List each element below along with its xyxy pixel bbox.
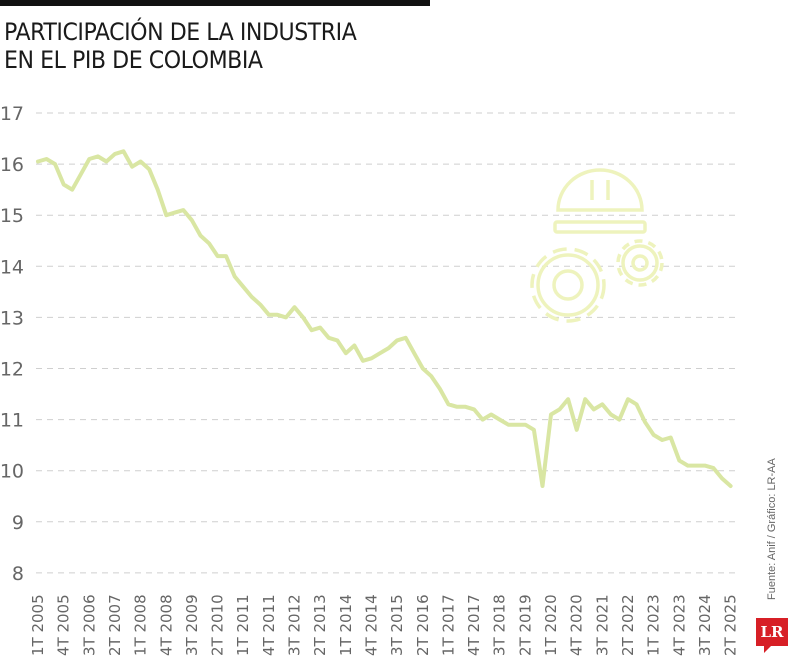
- x-tick-label: 4T 2023: [670, 594, 688, 656]
- y-axis: 17 16 15 14 13 12 11 10 9 8: [0, 103, 24, 585]
- y-tick-label: 9: [12, 512, 24, 534]
- x-tick-label: 1T 2011: [234, 594, 252, 656]
- y-tick-label: 12: [0, 359, 24, 381]
- x-axis: 1T 2005 4T 2005 3T 2006 2T 2007 1T 2008 4T 20…: [29, 594, 740, 656]
- x-tick-label: 4T 2008: [157, 594, 175, 656]
- gridlines: [36, 112, 738, 574]
- x-tick-label: 1T 2008: [132, 594, 150, 656]
- chart-title: PARTICIPACIÓN DE LA INDUSTRIA EN EL PIB …: [4, 18, 357, 74]
- x-tick-label: 1T 2005: [29, 594, 47, 656]
- y-tick-label: 14: [0, 256, 24, 278]
- x-tick-label: 4T 2014: [362, 594, 380, 656]
- y-tick-label: 17: [0, 103, 24, 125]
- chart-title-line2: EN EL PIB DE COLOMBIA: [4, 46, 263, 74]
- x-tick-label: 3T 2015: [388, 594, 406, 656]
- x-tick-label: 3T 2012: [286, 594, 304, 656]
- x-tick-label: 2T 2007: [106, 594, 124, 656]
- x-tick-label: 2T 2025: [722, 594, 740, 656]
- header-rule: [0, 0, 430, 6]
- y-tick-label: 8: [12, 563, 24, 585]
- source-credit: Fuente: Anif / Gráfico: LR-AA: [766, 458, 778, 600]
- x-tick-label: 2T 2013: [311, 594, 329, 656]
- y-tick-label: 16: [0, 154, 24, 176]
- y-tick-label: 15: [0, 205, 24, 227]
- series-line: [36, 149, 733, 488]
- x-tick-label: 4T 2020: [568, 594, 586, 656]
- x-tick-label: 3T 2024: [696, 594, 714, 656]
- y-tick-label: 11: [0, 410, 24, 432]
- x-tick-label: 2T 2019: [516, 594, 534, 656]
- chart-title-line1: PARTICIPACIÓN DE LA INDUSTRIA: [4, 18, 357, 46]
- x-tick-label: 4T 2017: [465, 594, 483, 656]
- x-tick-label: 1T 2020: [542, 594, 560, 656]
- y-tick-label: 10: [0, 461, 24, 483]
- x-tick-label: 1T 2017: [439, 594, 457, 656]
- x-tick-label: 1T 2014: [337, 594, 355, 656]
- x-tick-label: 3T 2009: [183, 594, 201, 656]
- x-tick-label: 1T 2023: [645, 594, 663, 656]
- lr-logo: LR: [756, 618, 788, 653]
- x-tick-label: 3T 2006: [80, 594, 98, 656]
- x-tick-label: 4T 2011: [260, 594, 278, 656]
- x-tick-label: 2T 2010: [209, 594, 227, 656]
- x-tick-label: 2T 2022: [619, 594, 637, 656]
- x-tick-label: 4T 2005: [55, 594, 73, 656]
- x-tick-label: 3T 2021: [593, 594, 611, 656]
- industry-gears-helmet-icon: [530, 168, 664, 323]
- y-tick-label: 13: [0, 307, 24, 329]
- x-tick-label: 3T 2018: [491, 594, 509, 656]
- x-tick-label: 2T 2016: [414, 594, 432, 656]
